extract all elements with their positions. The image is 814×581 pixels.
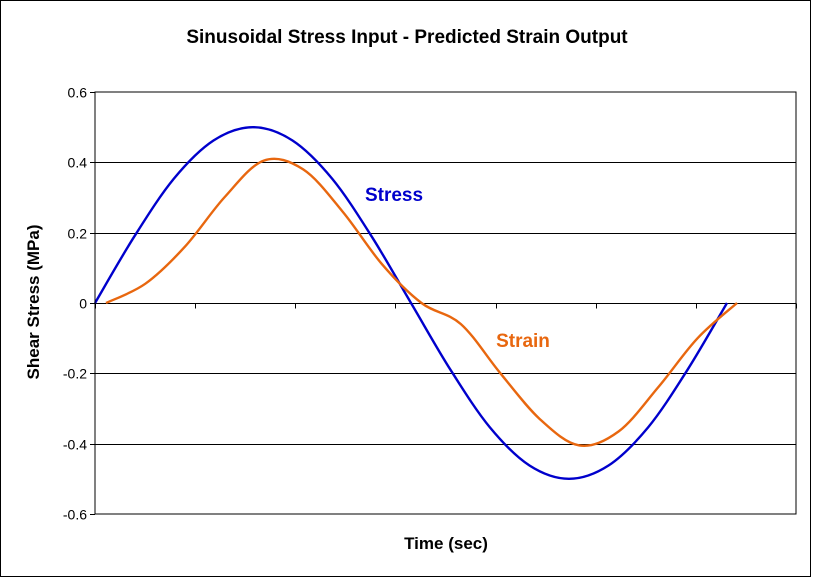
y-tick-label: 0 bbox=[79, 296, 87, 312]
y-tick-label: -0.4 bbox=[63, 437, 87, 453]
chart-title: Sinusoidal Stress Input - Predicted Stra… bbox=[186, 27, 628, 48]
series-label-stress: Stress bbox=[365, 185, 423, 206]
y-tick-label: -0.2 bbox=[63, 366, 87, 382]
series-label-strain: Strain bbox=[496, 331, 550, 352]
series-line-stress bbox=[93, 126, 729, 480]
y-tick-label: 0.6 bbox=[68, 85, 88, 101]
series-line-strain bbox=[105, 157, 738, 447]
y-tick-label: -0.6 bbox=[63, 507, 87, 523]
y-tick-label: 0.4 bbox=[68, 155, 88, 171]
plot-border bbox=[94, 91, 797, 515]
y-tick-label: 0.2 bbox=[68, 226, 88, 242]
x-axis-label: Time (sec) bbox=[404, 534, 488, 553]
